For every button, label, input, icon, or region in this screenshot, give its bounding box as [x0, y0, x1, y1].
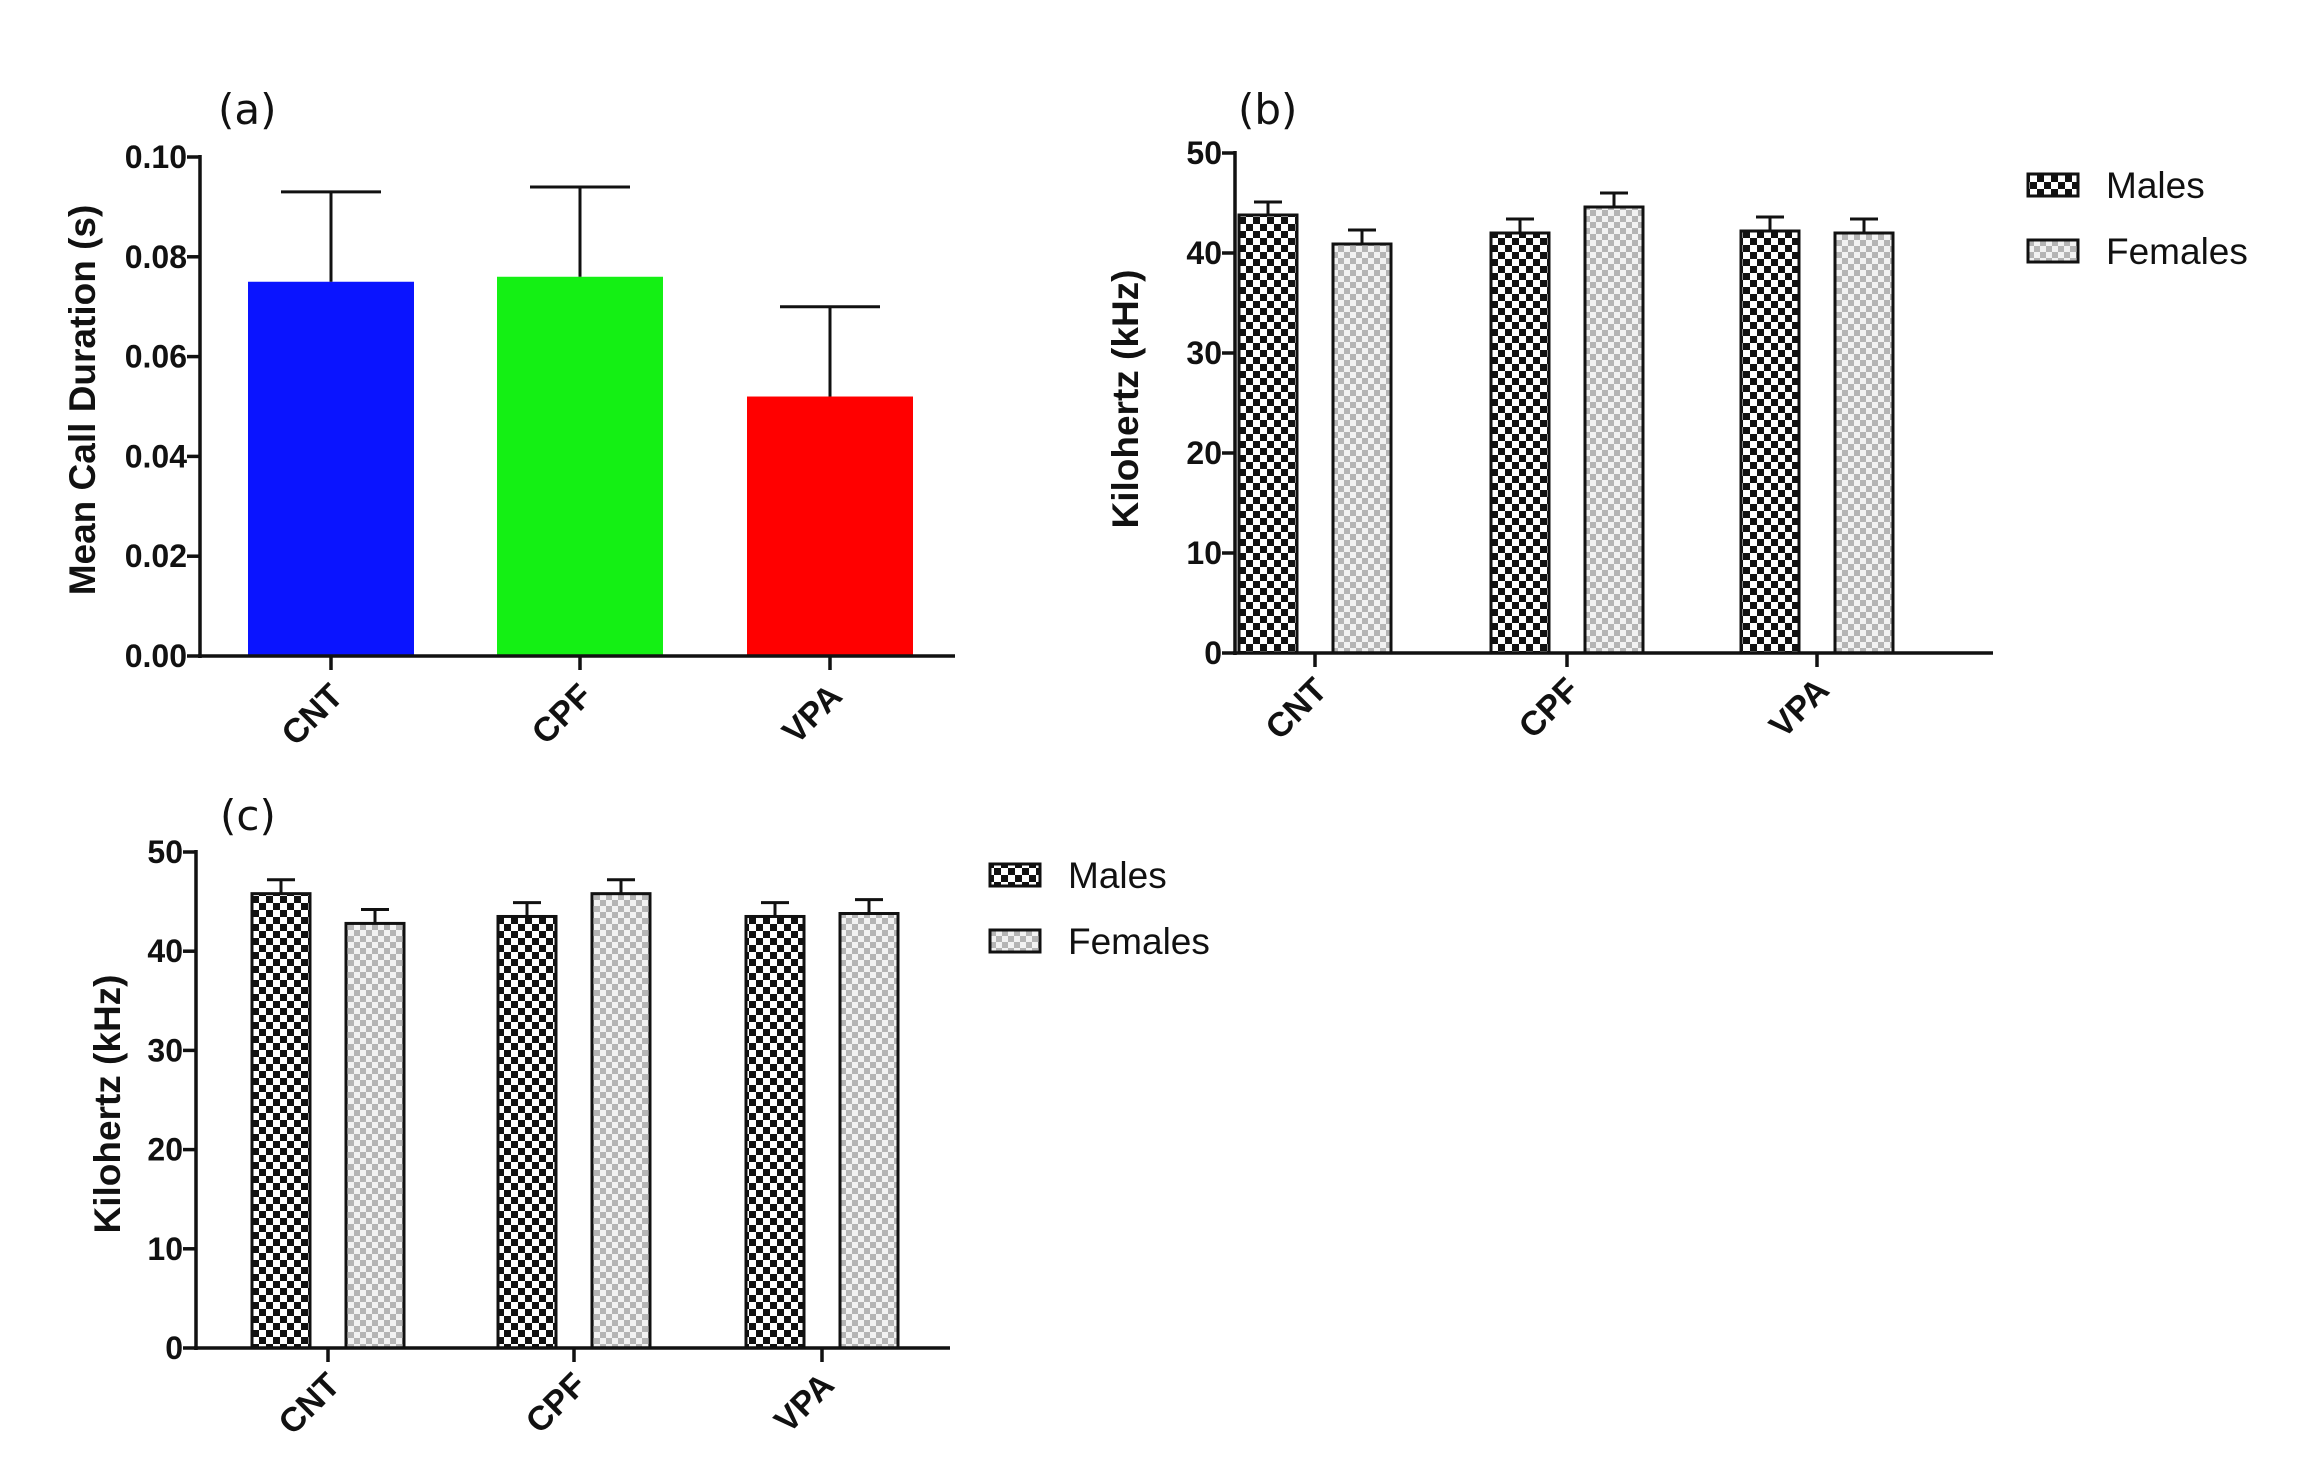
panel-a-y-tick-label: 0.02	[125, 538, 187, 574]
panel-b-legend-females-swatch	[2026, 238, 2080, 264]
panel-a-y-tick-label: 0.00	[125, 638, 187, 674]
panel-a-x-tick-label-vpa: VPA	[775, 677, 850, 752]
panel-c-legend-females-label: Females	[1068, 921, 1210, 962]
panel-b-marks: 0 10 20 30 40 50 CNT CPF VPA	[1186, 135, 1993, 747]
panel-b-chart: (b) Kilohertz (kHz) 0 10 20 30 40 50 CNT CPF VPA…	[1105, 85, 2248, 747]
panel-b-bar-females-cpf	[1583, 205, 1645, 655]
panel-c-legend-males-swatch	[988, 862, 1042, 888]
panel-b-y-tick-label: 10	[1186, 535, 1222, 571]
panel-c-y-tick-label: 30	[147, 1032, 183, 1068]
panel-b-label: (b)	[1238, 85, 1297, 134]
panel-c-label: (c)	[220, 791, 276, 840]
panel-b-bar-males-cnt	[1237, 213, 1299, 655]
panel-b-legend-males-label: Males	[2106, 165, 2205, 206]
panel-a-x-tick-label-cnt: CNT	[274, 677, 350, 753]
panel-c-legend-males-label: Males	[1068, 855, 1167, 896]
panel-b-legend-females-label: Females	[2106, 231, 2248, 272]
panel-b-y-tick-label: 50	[1186, 135, 1222, 171]
panel-a-bar-cnt	[248, 281, 414, 656]
panel-b-x-tick-label-vpa: VPA	[1762, 671, 1837, 746]
panel-b-y-tick-label: 40	[1186, 235, 1222, 271]
panel-c-y-tick-label: 10	[147, 1231, 183, 1267]
panel-c-bar-females-cpf	[590, 892, 652, 1350]
panel-c-bar-females-vpa	[838, 912, 900, 1350]
panel-a-y-tick-label: 0.06	[125, 339, 187, 375]
panel-b-y-axis-title: Kilohertz (kHz)	[1105, 270, 1146, 529]
panel-c-y-tick-label: 50	[147, 834, 183, 870]
panel-b-y-tick-label: 0	[1204, 635, 1222, 671]
panel-c-y-tick-label: 0	[165, 1330, 183, 1366]
panel-a-y-tick-label: 0.08	[125, 239, 187, 275]
panel-a-chart: (a) Mean Call Duration (s) 0.000.020.040…	[62, 85, 955, 753]
panel-c-x-tick-label-cpf: CPF	[519, 1366, 594, 1441]
panel-c-marks: 0 10 20 30 40 50 CNT CPF VPA	[147, 834, 950, 1442]
panel-c-x-tick-label-cnt: CNT	[271, 1366, 347, 1442]
panel-b-bar-females-cnt	[1331, 242, 1393, 655]
panel-c-y-tick-label: 40	[147, 933, 183, 969]
panel-b-bar-females-vpa	[1833, 231, 1895, 655]
panel-b-y-tick-label: 20	[1186, 435, 1222, 471]
panel-c-bar-males-cpf	[496, 914, 558, 1350]
panel-a-marks: 0.00 0.02 0.04 0.06 0.08 0.10 CNT CPF VPA	[125, 139, 955, 753]
panel-b-bar-males-cpf	[1489, 231, 1551, 655]
panel-a-y-axis-title: Mean Call Duration (s)	[62, 205, 103, 596]
panel-a-y-tick-label: 0.10	[125, 139, 187, 175]
panel-b-legend: Males Females	[2026, 165, 2248, 272]
panel-b-bar-males-vpa	[1739, 229, 1801, 655]
panel-c-legend-females-swatch	[988, 928, 1042, 954]
panel-a-y-tick-label: 0.04	[125, 438, 187, 474]
panel-c-y-tick-label: 20	[147, 1132, 183, 1168]
panel-a-x-tick-label-cpf: CPF	[525, 677, 600, 752]
panel-c-legend: Males Females	[988, 855, 1210, 962]
panel-b-legend-males-swatch	[2026, 172, 2080, 198]
panel-b-y-tick-label: 30	[1186, 335, 1222, 371]
panel-a-bar-vpa	[747, 396, 913, 656]
panel-a-bar-cpf	[497, 276, 663, 656]
panel-c-y-axis-title: Kilohertz (kHz)	[87, 975, 128, 1234]
panel-a-label: (a)	[218, 85, 277, 134]
panel-c-chart: (c) Kilohertz (kHz) 0 10 20 30 40 50 CNT CPF VPA…	[87, 791, 1210, 1442]
panel-b-x-tick-label-cnt: CNT	[1258, 671, 1334, 747]
panel-c-bar-males-cnt	[250, 892, 312, 1350]
panel-c-x-tick-label-vpa: VPA	[767, 1366, 842, 1441]
panel-b-x-tick-label-cpf: CPF	[1512, 671, 1587, 746]
panel-c-bar-males-vpa	[744, 914, 806, 1350]
panel-c-bar-females-cnt	[344, 921, 406, 1350]
